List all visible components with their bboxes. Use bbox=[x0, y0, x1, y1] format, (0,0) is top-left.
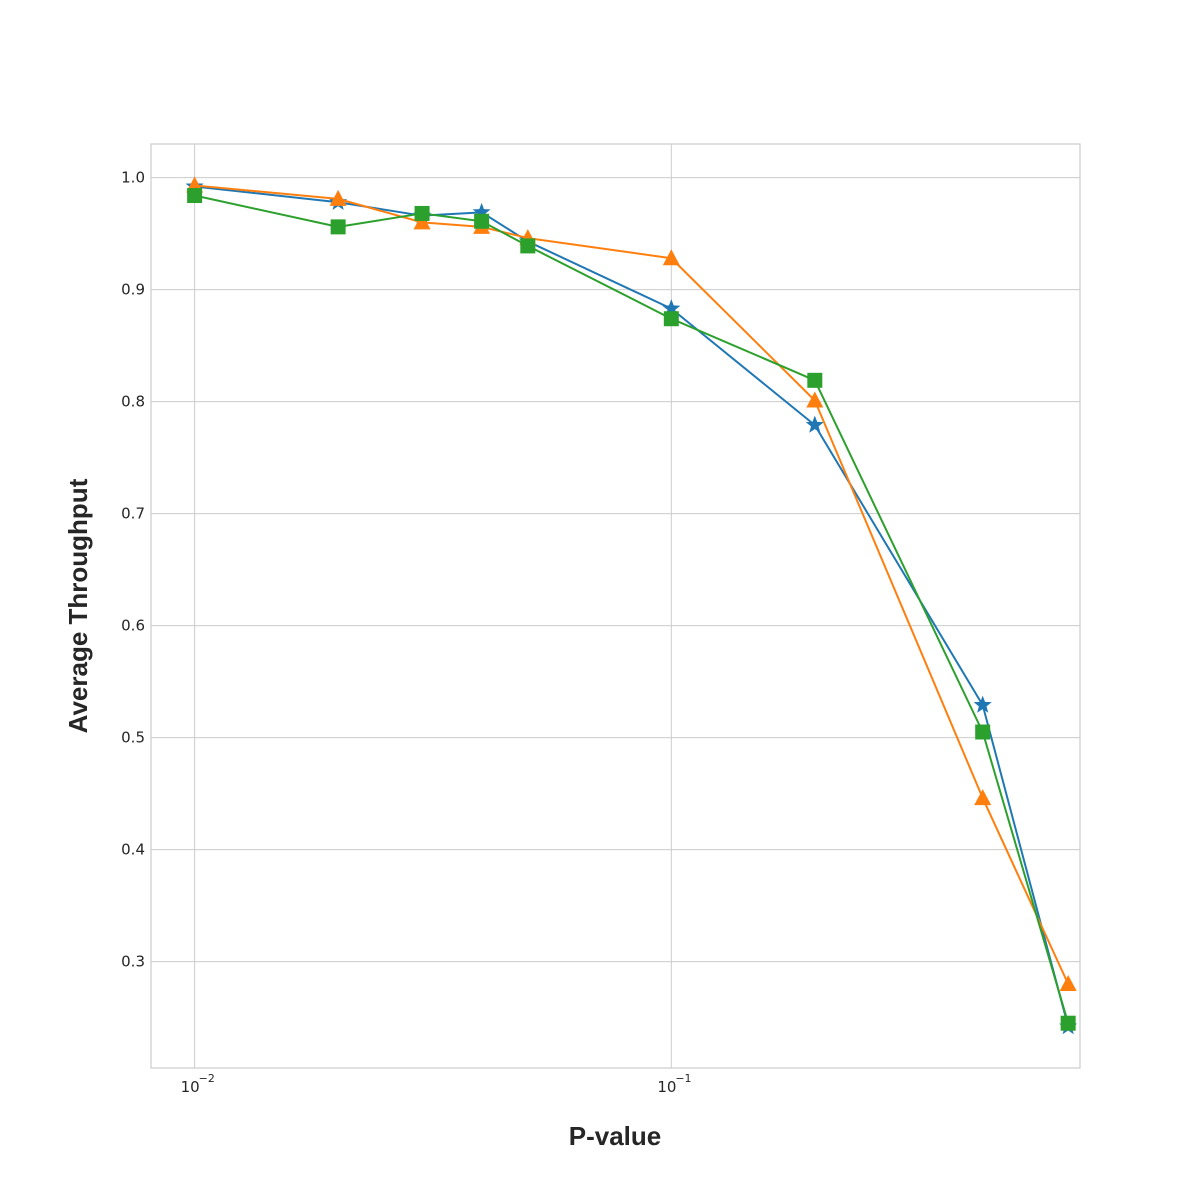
series-star bbox=[185, 177, 1078, 1035]
square-marker bbox=[663, 311, 679, 327]
triangle-marker bbox=[413, 213, 431, 230]
series-line bbox=[194, 185, 1070, 1027]
y-tick-label: 0.8 bbox=[121, 393, 145, 411]
square-marker bbox=[807, 372, 823, 388]
y-tick-label: 0.5 bbox=[121, 729, 145, 747]
star-marker bbox=[805, 415, 824, 433]
star-marker bbox=[662, 299, 681, 317]
plot-frame bbox=[150, 143, 1081, 1069]
x-axis-label: P-value bbox=[569, 1121, 662, 1151]
x-tick-label: 10 bbox=[181, 1078, 200, 1096]
series-triangle bbox=[186, 176, 1077, 991]
series-line bbox=[194, 184, 1070, 985]
star-marker bbox=[973, 695, 992, 713]
triangle-marker bbox=[329, 189, 347, 206]
y-axis-ticks: 0.3 0.4 0.5 0.6 0.7 0.8 0.9 1.0 bbox=[121, 169, 145, 971]
y-tick-label: 0.6 bbox=[121, 617, 145, 635]
triangle-marker bbox=[662, 249, 680, 266]
square-marker bbox=[414, 205, 430, 221]
series-square bbox=[187, 188, 1076, 1031]
y-tick-label: 0.4 bbox=[121, 841, 145, 859]
triangle-marker bbox=[806, 391, 824, 408]
x-tick-label: 10 bbox=[657, 1078, 676, 1096]
triangle-marker bbox=[974, 789, 992, 806]
star-marker bbox=[472, 202, 491, 221]
series-line bbox=[194, 194, 1070, 1024]
y-tick-label: 0.9 bbox=[121, 281, 145, 299]
x-axis-ticks: 10−2 10−1 bbox=[181, 1072, 692, 1096]
gridlines bbox=[151, 144, 1080, 1068]
square-marker bbox=[187, 188, 203, 204]
y-tick-label: 1.0 bbox=[121, 169, 145, 187]
square-marker bbox=[520, 238, 536, 254]
square-marker bbox=[975, 724, 991, 740]
y-tick-label: 0.3 bbox=[121, 953, 145, 971]
x-tick-exponent: −2 bbox=[199, 1072, 215, 1085]
triangle-marker bbox=[1059, 975, 1077, 991]
y-tick-label: 0.7 bbox=[121, 505, 145, 523]
series-group bbox=[185, 176, 1078, 1035]
x-tick-exponent: −1 bbox=[675, 1072, 691, 1085]
square-marker bbox=[330, 219, 346, 235]
square-marker bbox=[474, 213, 490, 229]
y-axis-label: Average Throughput bbox=[63, 478, 93, 733]
square-marker bbox=[1060, 1015, 1076, 1031]
